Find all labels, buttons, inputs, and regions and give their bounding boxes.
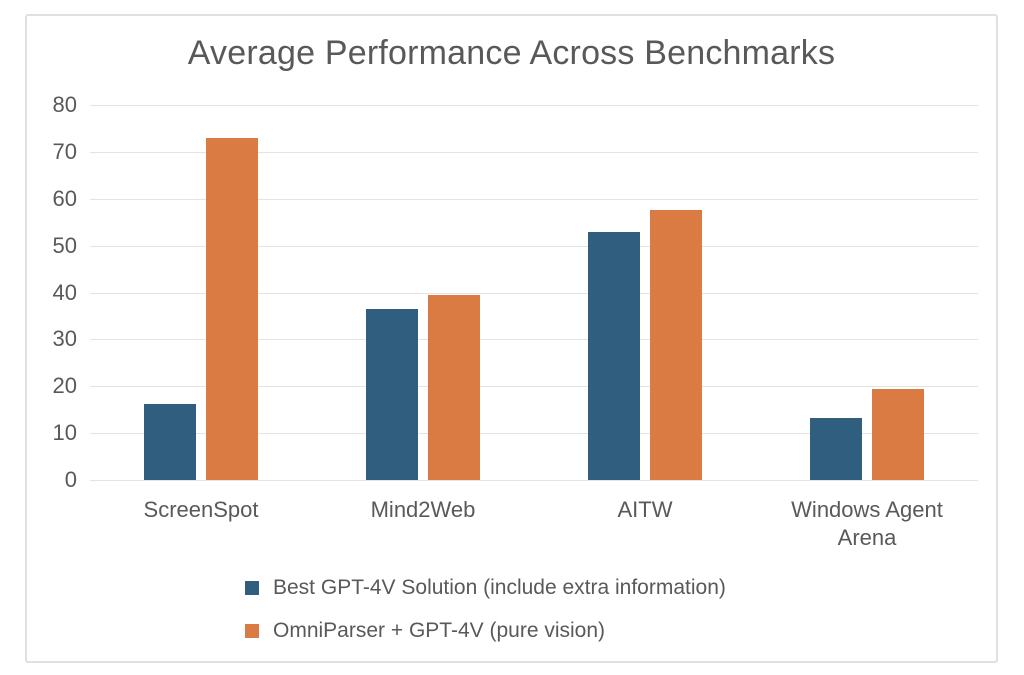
x-axis-category-label: AITW: [534, 496, 756, 552]
bar-series1-mind2web: [428, 295, 480, 480]
legend-swatch-icon: [245, 624, 259, 638]
plot-area: 0 10 20 30 40 50 60 70 80: [53, 94, 978, 491]
y-axis-tick-label: 50: [52, 232, 77, 258]
y-axis-tick-label: 20: [52, 373, 77, 399]
chart-frame: Average Performance Across Benchmarks 0 1…: [25, 14, 998, 663]
bar-series0-aitw: [588, 231, 640, 480]
bar-series0-windows-agent-arena: [810, 417, 862, 480]
x-axis-category-label: Mind2Web: [312, 496, 534, 552]
x-axis-category-text: Mind2Web: [370, 497, 476, 522]
bar-series1-screenspot: [206, 137, 258, 480]
y-axis-tick-label: 60: [52, 185, 77, 211]
y-axis-tick-label: 70: [52, 138, 77, 164]
bar-series0-mind2web: [366, 308, 418, 480]
bar-series1-windows-agent-arena: [872, 388, 924, 480]
y-axis-tick-label: 30: [52, 326, 77, 352]
gridline: [90, 151, 978, 153]
legend: Best GPT-4V Solution (include extra info…: [245, 575, 726, 661]
gridline: [90, 292, 978, 294]
y-axis-tick-label: 10: [52, 420, 77, 446]
legend-swatch-icon: [245, 581, 259, 595]
legend-label: Best GPT-4V Solution (include extra info…: [273, 576, 726, 599]
x-axis-category-text: Windows Agent Arena: [791, 497, 943, 550]
y-axis-tick-label: 40: [52, 279, 77, 305]
y-axis-tick-label: 0: [64, 467, 77, 492]
bar-series0-screenspot: [144, 404, 196, 480]
x-axis-category-label: Windows Agent Arena: [756, 496, 978, 552]
y-axis-tick-label: 80: [52, 92, 77, 117]
gridline: [90, 105, 978, 106]
legend-label: OmniParser + GPT-4V (pure vision): [273, 619, 606, 642]
legend-entry-series0: Best GPT-4V Solution (include extra info…: [245, 575, 726, 601]
gridline: [90, 339, 978, 341]
chart-title: Average Performance Across Benchmarks: [187, 34, 836, 72]
x-axis-category-text: ScreenSpot: [143, 497, 259, 522]
gridline: [90, 245, 978, 247]
bar-series1-aitw: [650, 209, 702, 480]
x-axis-category-label: ScreenSpot: [90, 496, 312, 552]
legend-entry-series1: OmniParser + GPT-4V (pure vision): [245, 618, 726, 644]
gridline: [90, 198, 978, 200]
x-axis-category-text: AITW: [617, 497, 673, 522]
gridline: [90, 480, 978, 481]
gridline: [90, 386, 978, 388]
gridline: [90, 433, 978, 435]
x-axis-labels: ScreenSpot Mind2Web AITW Windows Agent Aren…: [90, 496, 978, 552]
